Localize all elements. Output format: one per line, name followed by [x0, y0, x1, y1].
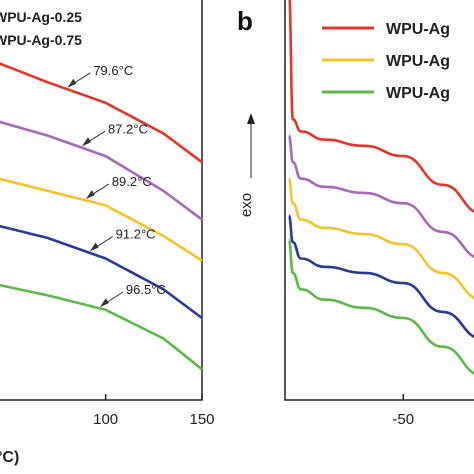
panel-a-annotation-arrowhead: [99, 298, 109, 308]
panel-a-x-tick-label: 150: [189, 411, 214, 428]
panel-b-legend-label: WPU-Ag: [386, 53, 450, 70]
panel-a-legend-label: WPU-Ag-0.75: [0, 32, 82, 48]
panel-b-frame: [284, 0, 474, 401]
panel-b-series-line: [287, 177, 474, 300]
panel-b-label: b: [237, 6, 253, 36]
panel-b-y-label: exo: [238, 193, 255, 217]
panel-b-y-arrowhead: [247, 113, 255, 124]
panel-a-annotation-label: 89.2°C: [112, 174, 152, 189]
panel-a-annotation-arrowhead: [81, 137, 91, 147]
panel-b-series-line: [287, 238, 474, 375]
panel-a-series-line: [0, 62, 203, 164]
panel-a-series-line: [0, 120, 203, 221]
panel-a-annotation-label: 87.2°C: [108, 121, 148, 136]
panel-a-frame: [0, 0, 203, 401]
panel-a-annotation-arrowhead: [67, 78, 77, 88]
panel-a-series-line: [0, 224, 203, 320]
panel-a-annotation-arrowhead: [85, 190, 95, 200]
panel-a-x-label: °C): [0, 449, 19, 466]
panel-a-annotation-label: 96.5°C: [126, 282, 166, 297]
panel-a-series-line: [0, 177, 203, 262]
panel-a: 100 150 °C) 79.6°C 87.2°C 89.2°C 91.2°C 96.5°C W…: [0, 0, 215, 466]
panel-a-annotation-arrowhead: [89, 242, 99, 252]
panel-a-annotation-label: 79.6°C: [93, 63, 133, 78]
panel-b-x-tick-label: -50: [392, 411, 414, 428]
panel-b-legend-label: WPU-Ag: [386, 85, 450, 102]
panel-a-x-tick-label: 100: [93, 411, 118, 428]
panel-b-series-line: [287, 134, 474, 258]
panel-b-legend-label: WPU-Ag: [386, 21, 450, 38]
panel-b-series-line: [287, 214, 474, 338]
panel-a-annotation-label: 91.2°C: [116, 227, 156, 242]
panel-a-series-line: [0, 283, 203, 371]
panel-b-series-line: [288, 0, 474, 213]
panel-a-legend-label: WPU-Ag-0.25: [0, 9, 82, 25]
